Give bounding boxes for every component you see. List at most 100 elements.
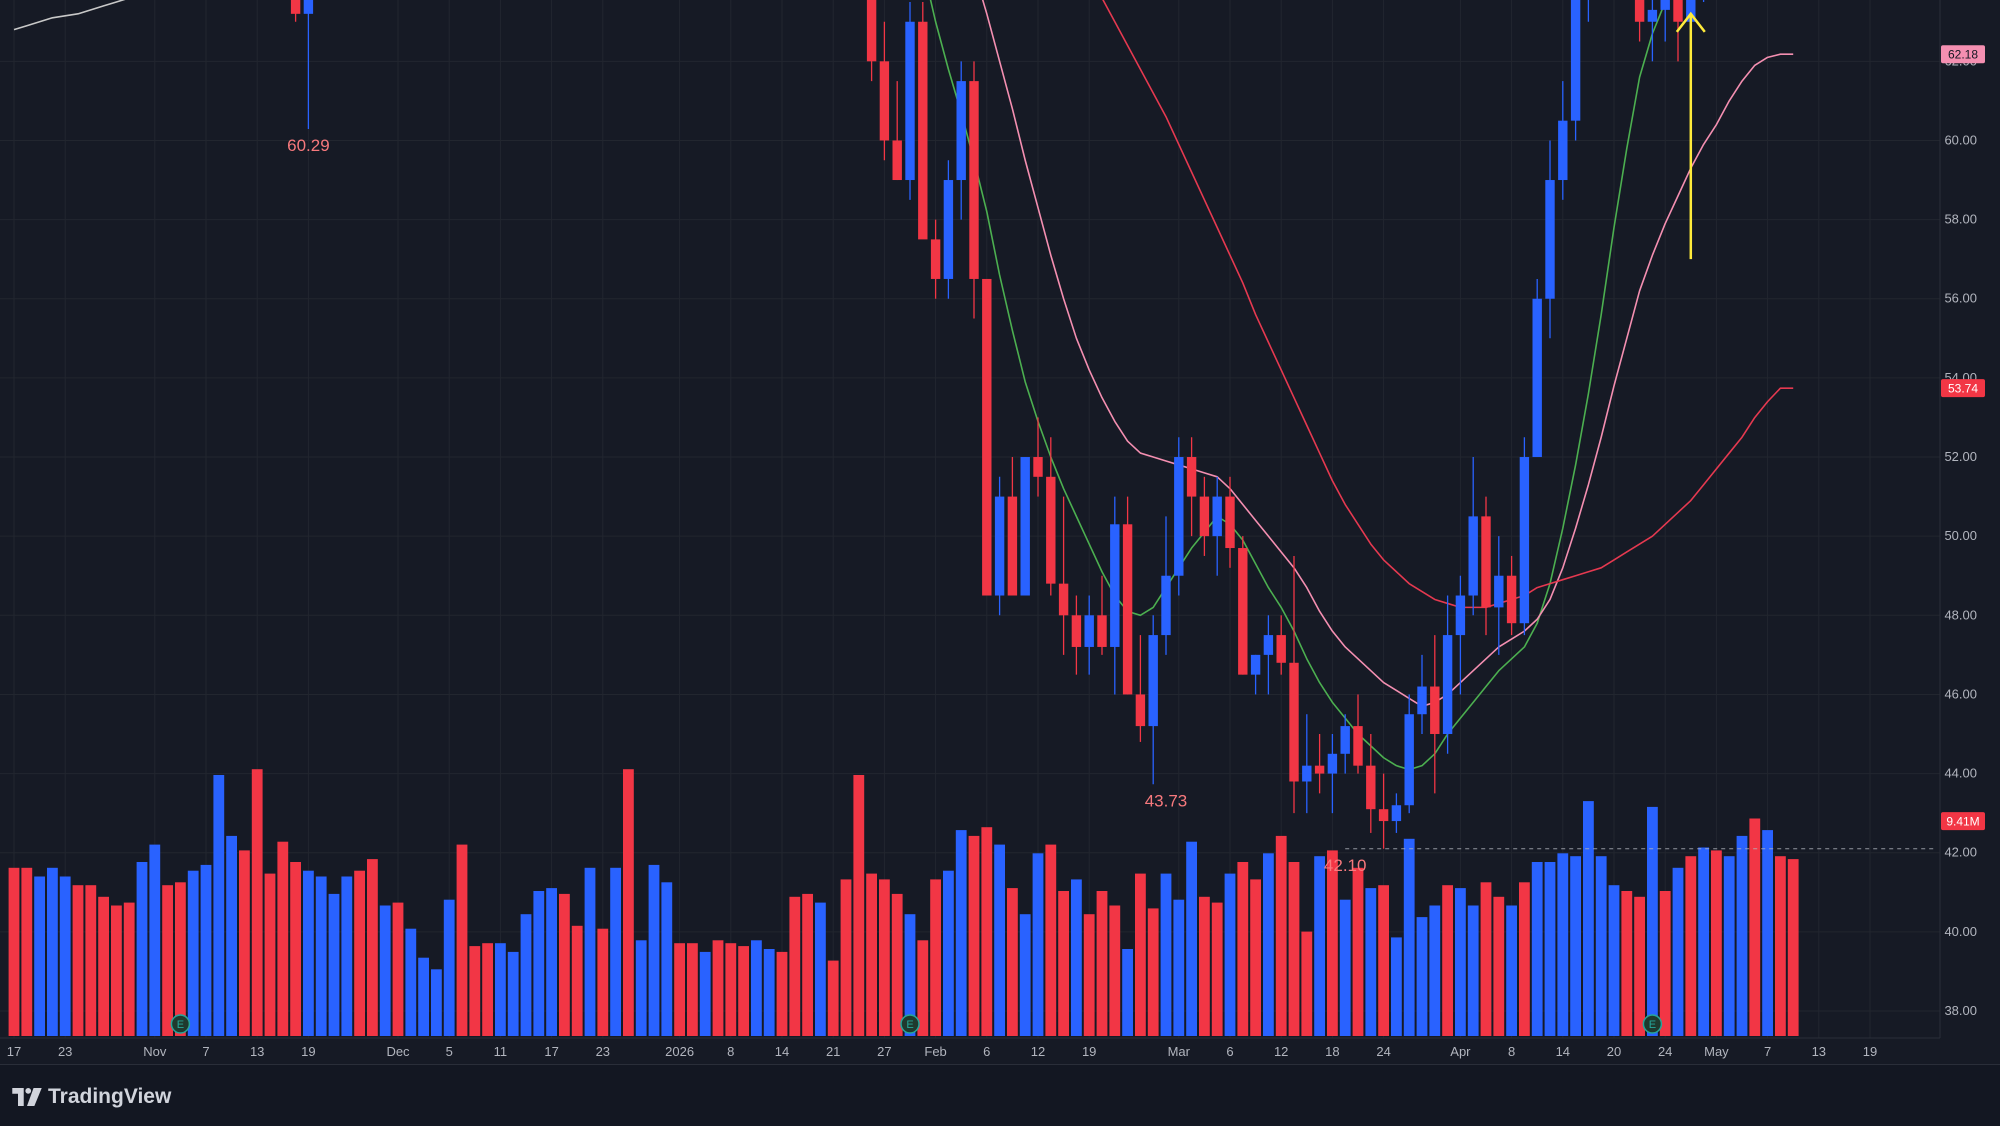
candle (1634, 0, 1645, 42)
candle (1161, 516, 1171, 655)
candle-body (982, 278, 992, 596)
volume-bar (456, 844, 468, 1036)
volume-bar (72, 885, 84, 1036)
time-axis: 17 23 Nov 7 13 19 Dec 5 11 17 23 2026 8 14 21 27 Feb 6 12 1… (7, 1044, 1877, 1059)
candle (1532, 278, 1542, 458)
candle (303, 0, 314, 129)
candle (1058, 496, 1069, 655)
volume-bar (815, 902, 826, 1036)
price-badge-bg (1941, 45, 1985, 64)
candle-body (1020, 457, 1030, 596)
price-tick-label: 58.00 (1944, 212, 1977, 227)
volume-bar (1455, 888, 1466, 1036)
price-badge: 9.41M (1941, 812, 1985, 831)
candle (1558, 81, 1568, 200)
volume-bar (853, 775, 865, 1036)
tradingview-logo[interactable]: TradingView (12, 1085, 171, 1109)
brand-name: TradingView (48, 1085, 172, 1108)
time-tick-label: May (1704, 1044, 1729, 1059)
earnings-marker: E (1642, 1014, 1663, 1034)
volume-bar (379, 905, 391, 1036)
candle (1135, 635, 1146, 742)
candle (1353, 694, 1363, 774)
volume-bar (1480, 882, 1492, 1036)
candle (1071, 595, 1082, 675)
price-annotation: 42.10 (1324, 856, 1367, 875)
volume-bar (1519, 882, 1530, 1036)
candle-body (1532, 298, 1542, 458)
volume-bar (1288, 862, 1300, 1036)
candle-body (1468, 516, 1478, 596)
candle-body (930, 239, 941, 279)
volume-bar (1339, 899, 1351, 1036)
volume-bar (264, 873, 276, 1036)
candle (994, 476, 1005, 616)
price-tick-label: 50.00 (1944, 528, 1977, 543)
candle (1046, 437, 1056, 596)
candle (1007, 457, 1018, 596)
volume-bar (712, 940, 724, 1036)
candle-body (1148, 635, 1158, 727)
volume-bar (162, 885, 173, 1036)
volume-bar (1659, 891, 1671, 1036)
volume-bar (367, 859, 378, 1036)
time-tick-label: 12 (1274, 1044, 1288, 1059)
candle-body (1481, 516, 1491, 608)
time-tick-label: 20 (1607, 1044, 1621, 1059)
volume-bar (1583, 801, 1594, 1036)
volume-bar (98, 896, 109, 1036)
volume-bar (533, 891, 545, 1036)
candle (1302, 714, 1312, 814)
candle (1468, 457, 1478, 616)
price-badge-bg (1941, 379, 1985, 398)
candle-body (1161, 575, 1171, 636)
volume-bar (981, 827, 993, 1036)
candle (1020, 457, 1030, 596)
volume-bar (623, 769, 634, 1036)
volume-bar (648, 864, 660, 1036)
candle-body (1084, 615, 1094, 647)
volume-bar (661, 882, 673, 1036)
time-tick-label: 7 (202, 1044, 209, 1059)
candle (1587, 0, 1590, 22)
candle (1238, 536, 1248, 675)
candle (930, 219, 941, 299)
volume-bar (1327, 850, 1338, 1036)
candle-body (1302, 765, 1312, 782)
candle (1097, 575, 1107, 655)
volume-bar (725, 943, 737, 1036)
volume-bar (1416, 917, 1428, 1036)
candle-body (1417, 686, 1427, 715)
candle (1122, 496, 1133, 695)
candle (1314, 734, 1325, 794)
volume-bar (1211, 902, 1223, 1036)
volume-bar (341, 876, 353, 1036)
volume-bar (1173, 899, 1185, 1036)
candle (1455, 575, 1466, 695)
time-tick-label: 14 (1556, 1044, 1570, 1059)
candle (1276, 615, 1286, 675)
candle (1110, 496, 1120, 695)
earnings-icon (1642, 1014, 1663, 1034)
candle-body (1506, 575, 1517, 624)
candle-body (1046, 476, 1056, 584)
volume-bar (431, 969, 442, 1036)
volume-bar (1032, 853, 1044, 1036)
candle-body (1558, 120, 1568, 181)
time-tick-label: 19 (301, 1044, 315, 1059)
price-chart[interactable]: 78.9579.3872.1484.6560.2964.9043.7342.10… (0, 0, 2000, 1064)
candle (1673, 0, 1683, 62)
volume-bar (1698, 847, 1709, 1036)
volume-bar (1275, 835, 1287, 1036)
time-tick-label: 8 (1508, 1044, 1515, 1059)
candle-body (1570, 0, 1581, 121)
volume-bar (699, 951, 711, 1036)
volume-bar (955, 830, 967, 1036)
candle-body (1289, 662, 1299, 782)
candle-body (879, 61, 890, 141)
volume-bar (85, 885, 97, 1036)
volume-bar (1186, 841, 1197, 1036)
candle (1481, 496, 1491, 636)
candle (1647, 0, 1658, 62)
